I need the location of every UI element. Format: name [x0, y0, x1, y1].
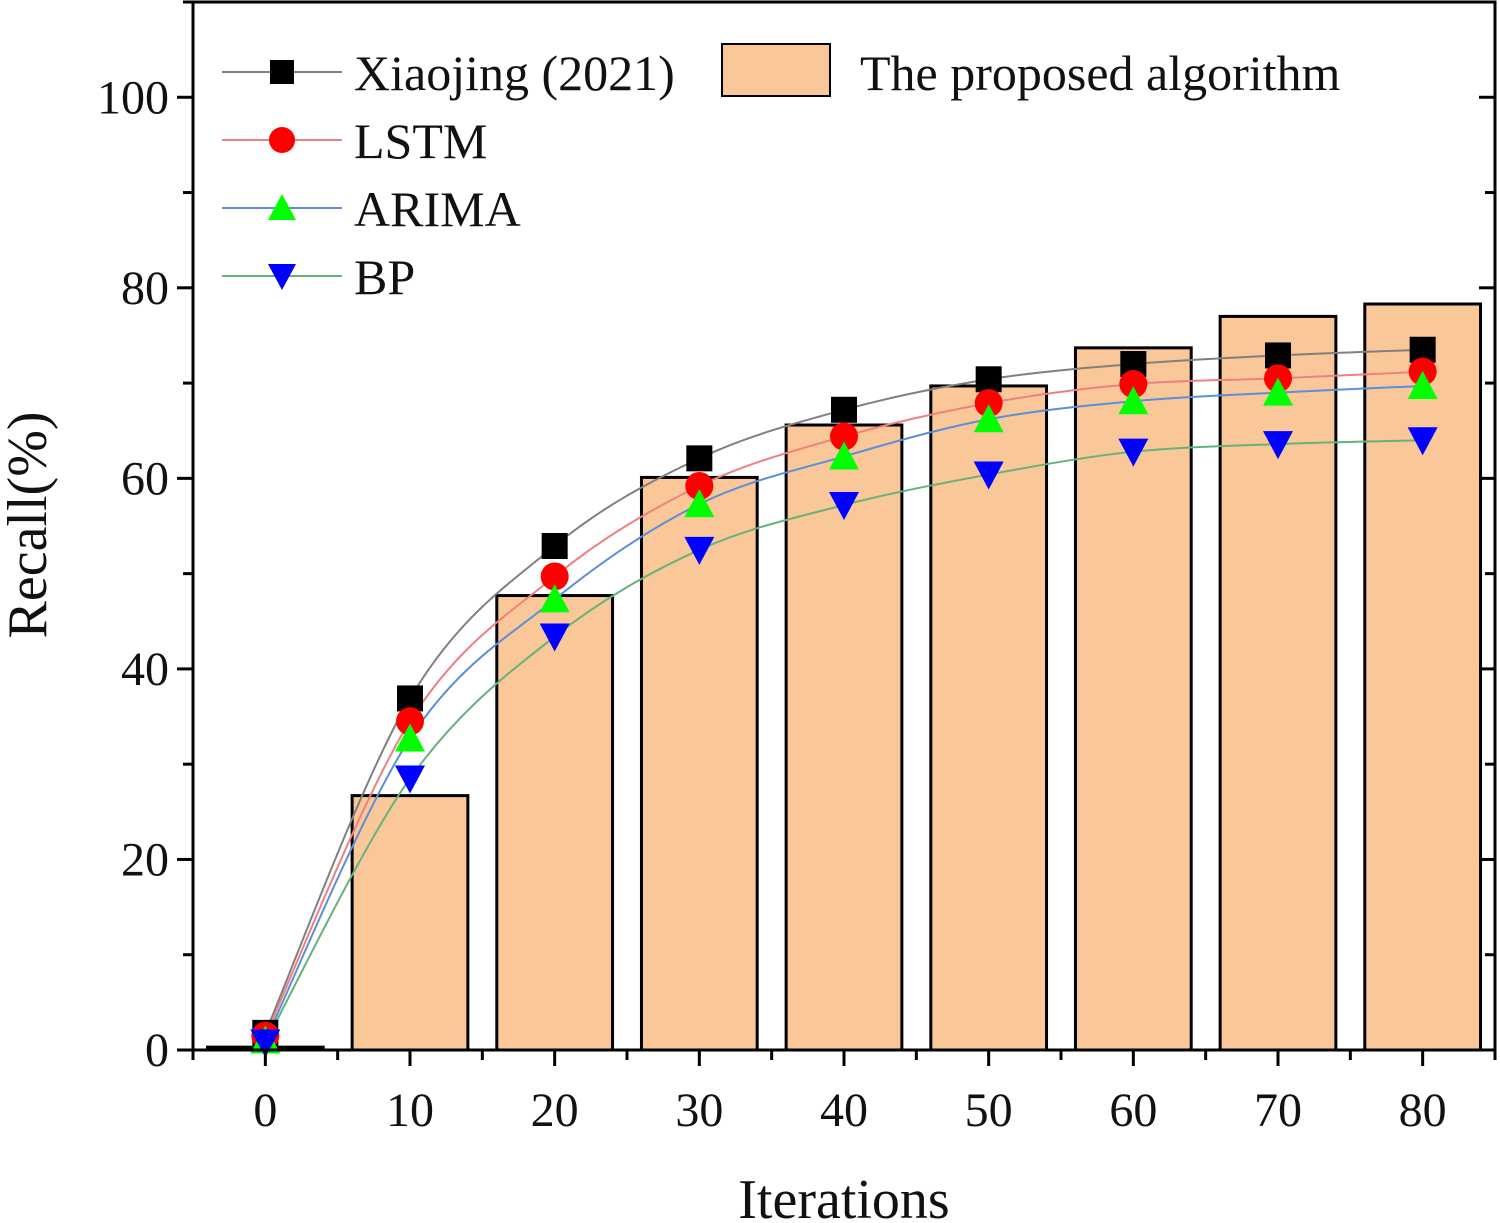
legend-label-0: Xiaojing (2021): [354, 45, 675, 101]
legend-marker-2: [268, 194, 296, 220]
marker-0-30: [686, 445, 713, 472]
x-tick-label: 30: [675, 1084, 723, 1137]
marker-2-40: [829, 441, 859, 470]
bar-70: [1218, 314, 1338, 1052]
y-tick-label: 100: [97, 71, 169, 124]
legend-marker-3: [268, 264, 296, 290]
marker-1-60: [1119, 370, 1148, 399]
marker-2-30: [684, 489, 715, 518]
y-tick-label: 40: [121, 643, 169, 696]
bar-10: [350, 794, 470, 1052]
marker-3-60: [1118, 438, 1149, 467]
marker-1-20: [540, 562, 569, 591]
x-axis-label: Iterations: [738, 1169, 949, 1223]
marker-2-60: [1118, 386, 1149, 415]
legend-label-bar: The proposed algorithm: [860, 45, 1341, 101]
y-tick-label: 80: [121, 262, 169, 315]
bar-20: [495, 594, 615, 1052]
marker-0-20: [541, 533, 568, 560]
marker-0-70: [1265, 342, 1291, 369]
legend-marker-0: [270, 60, 294, 84]
marker-2-50: [973, 404, 1004, 433]
x-tick-label: 0: [253, 1084, 277, 1137]
marker-3-70: [1263, 431, 1293, 460]
marker-3-20: [539, 623, 570, 652]
y-tick-label: 0: [145, 1024, 169, 1077]
legend-bar-swatch: [721, 43, 831, 97]
bar-80: [1363, 302, 1483, 1052]
marker-3-40: [829, 492, 859, 521]
marker-2-80: [1407, 370, 1438, 399]
legend-marker-1: [269, 127, 295, 153]
marker-3-0: [250, 1029, 281, 1058]
marker-3-30: [684, 536, 715, 565]
x-tick-label: 40: [820, 1084, 868, 1137]
x-tick-label: 80: [1399, 1084, 1447, 1137]
x-tick-label: 70: [1254, 1084, 1302, 1137]
marker-1-10: [396, 707, 424, 736]
marker-0-40: [831, 396, 857, 423]
marker-3-80: [1407, 427, 1438, 456]
bar-30: [639, 475, 759, 1052]
marker-2-20: [539, 584, 570, 613]
bar-50: [929, 384, 1049, 1052]
marker-0-50: [975, 366, 1002, 393]
legend-label-1: LSTM: [354, 113, 487, 169]
y-tick-label: 60: [121, 452, 169, 505]
x-tick-label: 50: [965, 1084, 1013, 1137]
marker-2-10: [395, 723, 425, 752]
marker-3-10: [395, 765, 425, 794]
legend-label-2: ARIMA: [354, 181, 521, 237]
marker-2-70: [1263, 377, 1293, 406]
marker-1-50: [974, 389, 1003, 418]
marker-1-40: [830, 422, 858, 451]
marker-3-50: [973, 461, 1004, 490]
x-tick-label: 60: [1109, 1084, 1157, 1137]
x-tick-label: 20: [531, 1084, 579, 1137]
x-tick-label: 10: [386, 1084, 434, 1137]
marker-1-30: [685, 471, 714, 500]
legend-label-3: BP: [354, 249, 415, 305]
marker-0-10: [397, 685, 423, 712]
y-tick-label: 20: [121, 833, 169, 886]
y-axis-label: Recall(%): [0, 412, 59, 639]
